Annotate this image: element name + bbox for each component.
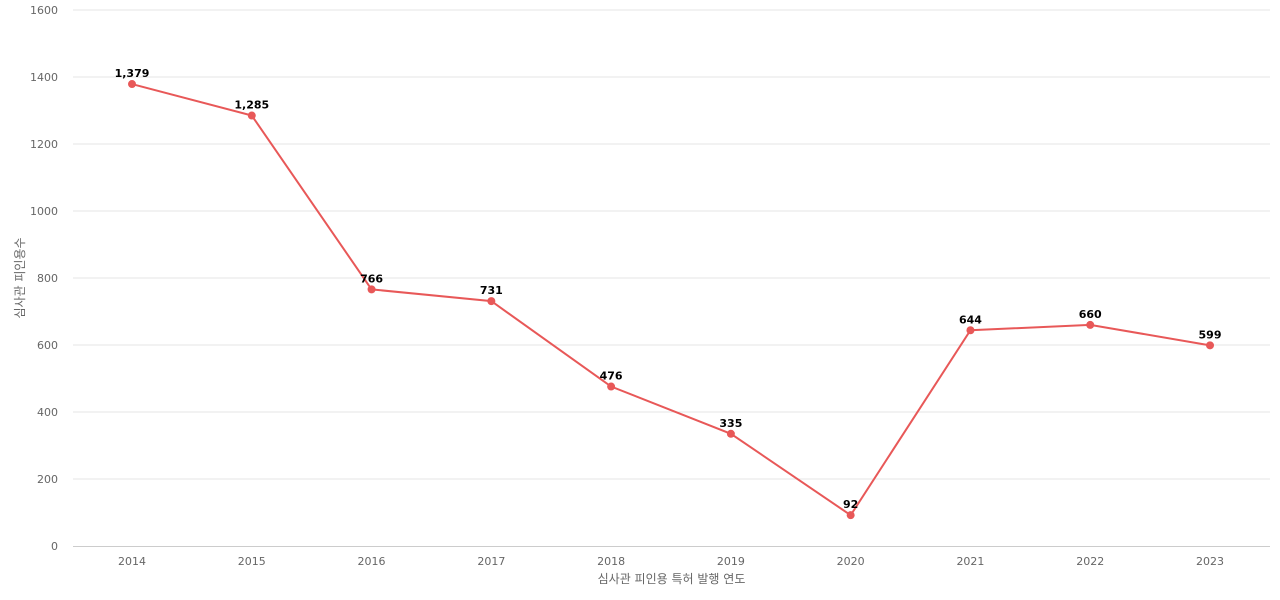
- x-tick-label: 2022: [1076, 555, 1104, 568]
- data-point: [367, 285, 376, 294]
- data-label: 1,285: [234, 99, 269, 112]
- data-points: [128, 80, 1214, 520]
- x-axis-ticks: 2014 2015 2016 2017 2018 2019 2020 2021 2022 2023: [118, 555, 1224, 568]
- x-axis-title: 심사관 피인용 특허 발행 연도: [598, 571, 746, 586]
- data-point: [247, 111, 256, 120]
- y-tick-label: 0: [51, 540, 58, 553]
- data-point: [1206, 341, 1214, 350]
- x-tick-label: 2023: [1196, 555, 1224, 568]
- x-tick-label: 2020: [837, 555, 865, 568]
- y-tick-label: 600: [37, 339, 58, 352]
- y-tick-label: 200: [37, 473, 58, 486]
- data-label: 731: [480, 284, 503, 297]
- x-tick-label: 2016: [358, 555, 386, 568]
- data-label: 1,379: [115, 67, 150, 80]
- data-label: 335: [719, 417, 742, 430]
- data-point: [726, 429, 735, 438]
- y-axis-title: 심사관 피인용수: [13, 237, 27, 318]
- data-point: [846, 511, 855, 520]
- data-point: [607, 382, 616, 391]
- data-label: 766: [360, 272, 383, 285]
- data-point: [1086, 320, 1095, 329]
- x-tick-label: 2014: [118, 555, 146, 568]
- grid-lines: [73, 9, 1270, 480]
- x-tick-label: 2021: [956, 555, 984, 568]
- data-point: [966, 326, 975, 335]
- data-label: 599: [1199, 328, 1222, 341]
- x-tick-label: 2015: [238, 555, 266, 568]
- y-tick-label: 800: [37, 272, 58, 285]
- x-tick-label: 2017: [477, 555, 505, 568]
- y-tick-label: 1200: [30, 138, 58, 151]
- x-tick-label: 2019: [717, 555, 745, 568]
- data-label: 660: [1079, 308, 1102, 321]
- y-axis-ticks: 0 200 400 600 800 1000 1200 1400 1600: [30, 4, 58, 553]
- data-point: [128, 80, 136, 89]
- data-label: 92: [843, 498, 858, 511]
- data-point: [487, 297, 496, 306]
- data-label: 644: [959, 313, 982, 326]
- x-tick-label: 2018: [597, 555, 625, 568]
- series-line: [131, 83, 1211, 517]
- data-labels: 1,379 1,285 766 731 476 335 92 644 660 599: [115, 67, 1222, 511]
- y-tick-label: 1400: [30, 71, 58, 84]
- y-tick-label: 1600: [30, 4, 58, 17]
- y-tick-label: 1000: [30, 205, 58, 218]
- y-tick-label: 400: [37, 406, 58, 419]
- data-label: 476: [600, 370, 623, 383]
